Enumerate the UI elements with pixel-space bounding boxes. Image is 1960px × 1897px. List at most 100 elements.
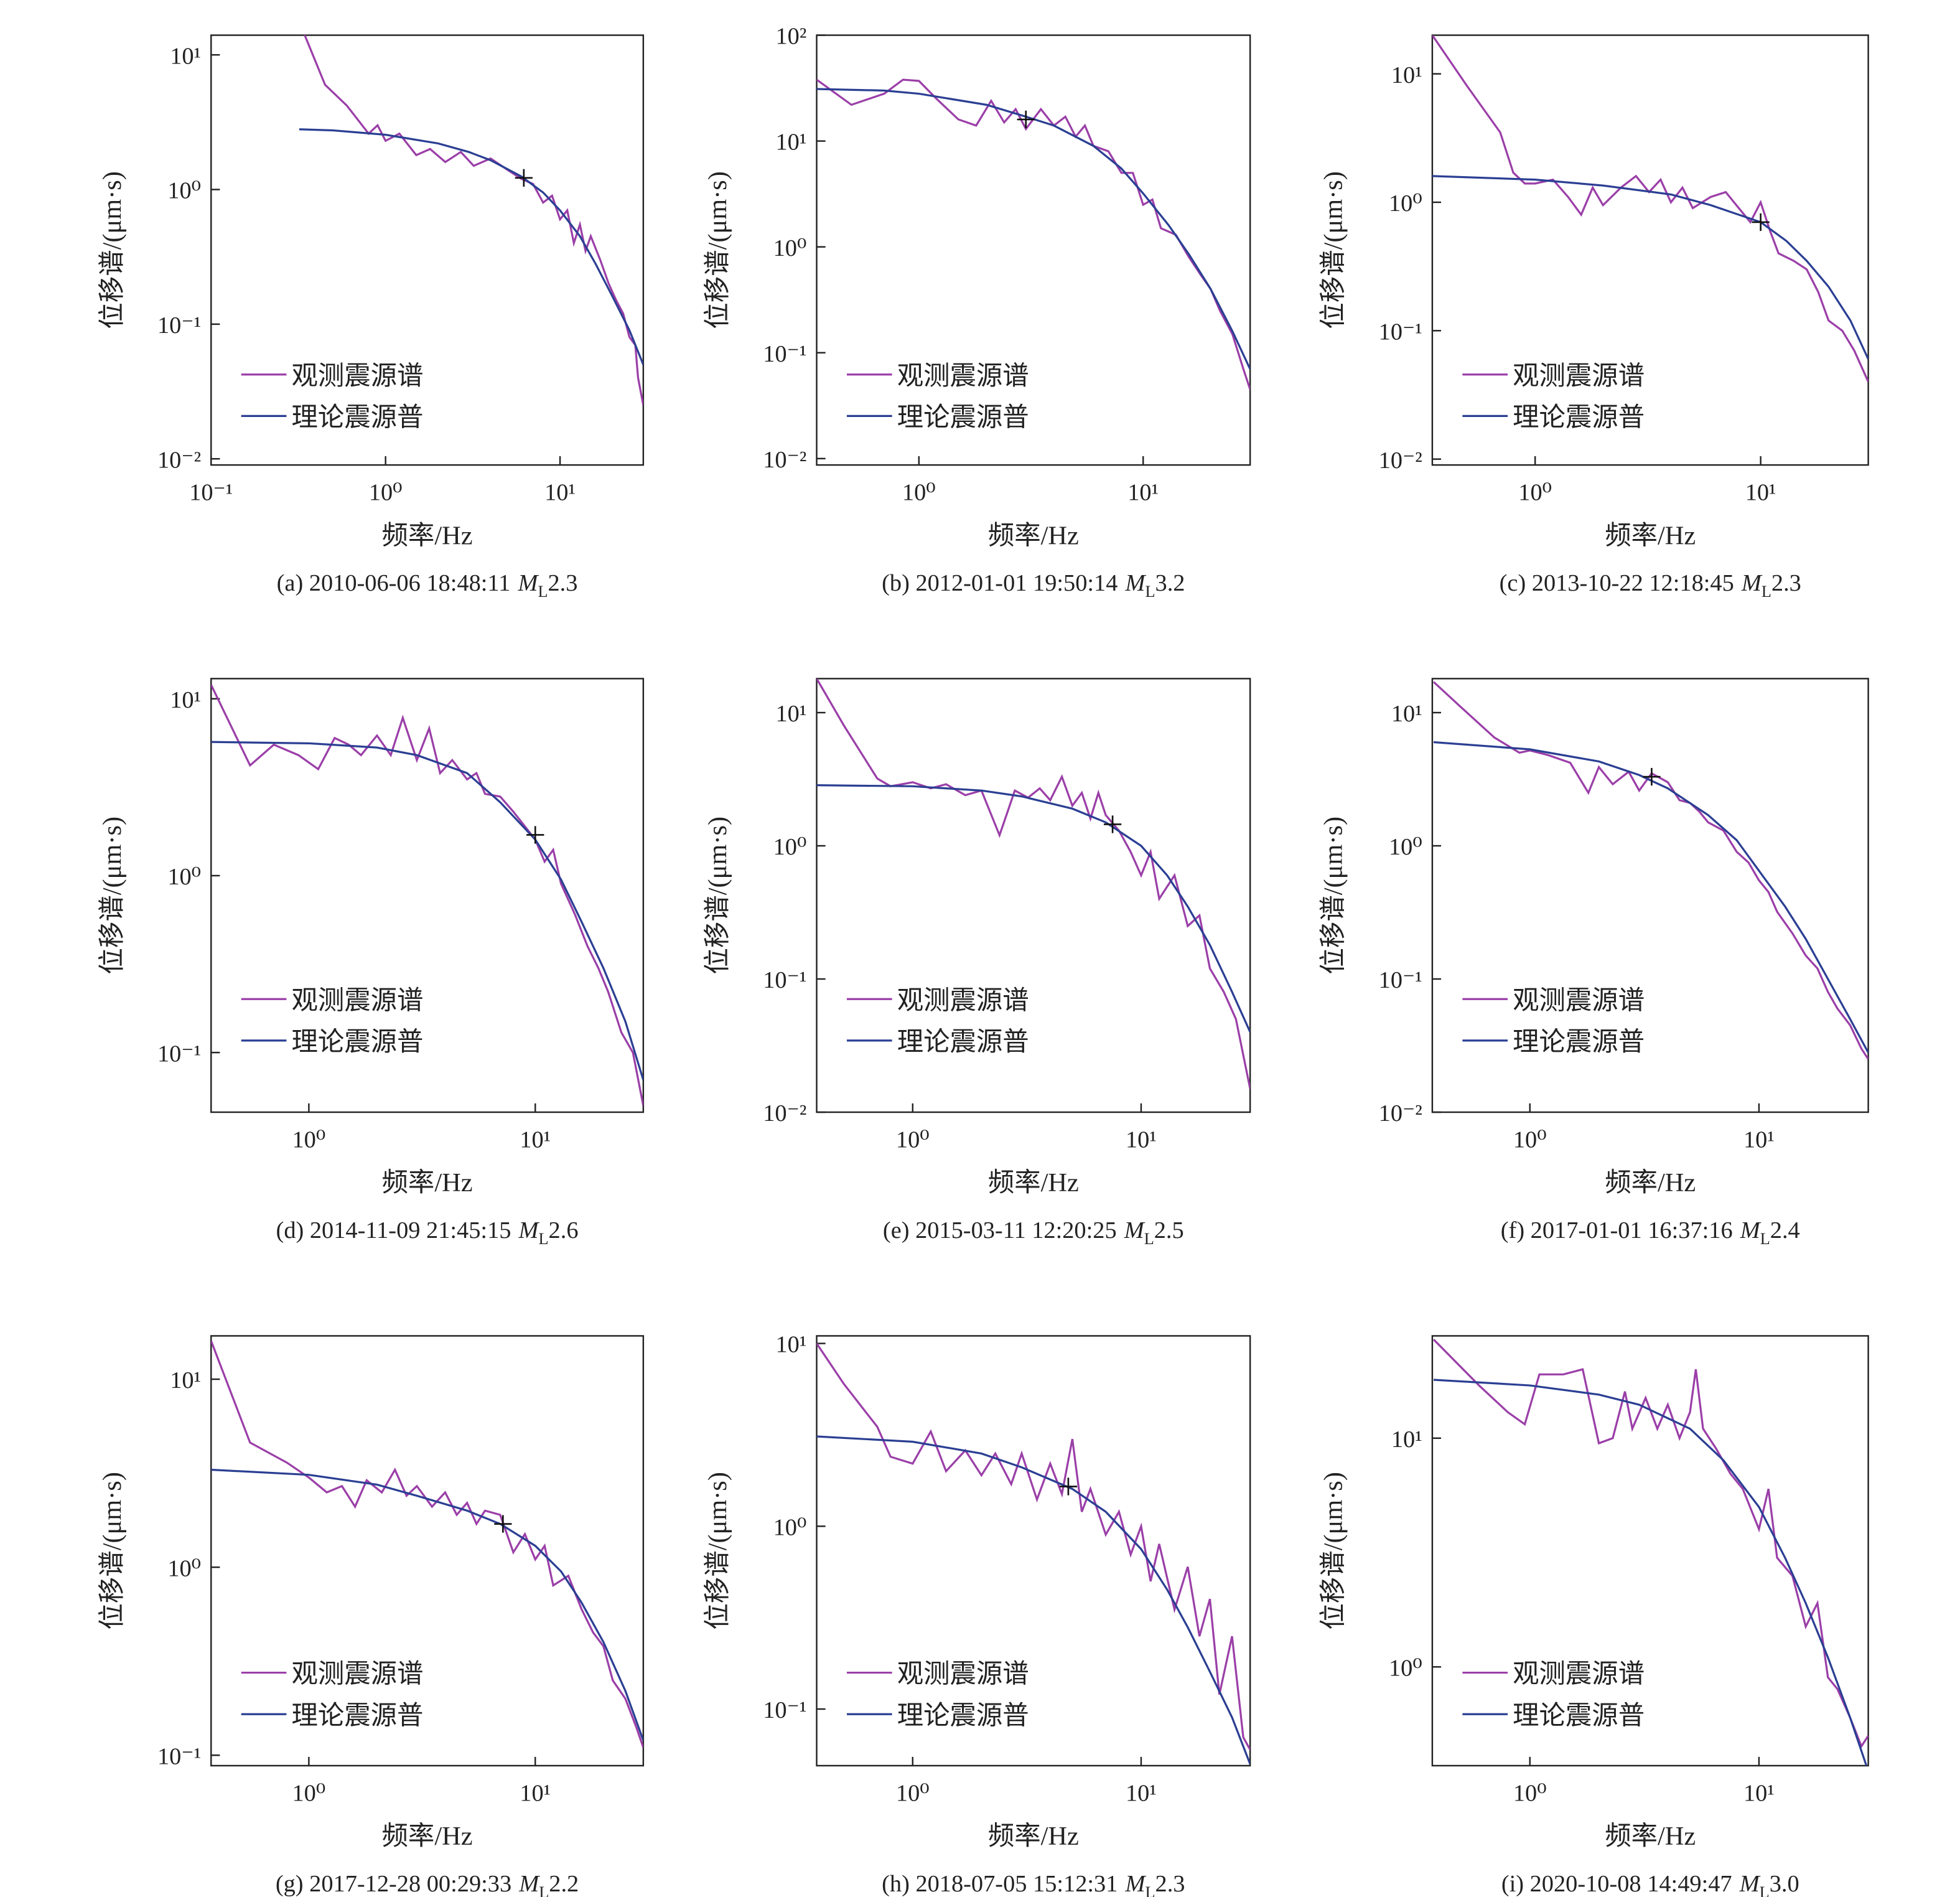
x-tick-label: 10⁰ xyxy=(896,1781,930,1807)
caption-text: (h) 2018-07-05 15:12:31 xyxy=(882,1871,1118,1897)
y-tick-label: 10⁻¹ xyxy=(1379,967,1422,993)
caption-text: (i) 2020-10-08 14:49:47 xyxy=(1501,1871,1732,1897)
legend-label: 观测震源谱 xyxy=(897,1660,1029,1689)
y-tick-label: 10¹ xyxy=(1391,701,1422,727)
magnitude-sub: L xyxy=(1146,1883,1155,1897)
y-tick-label: 10⁻¹ xyxy=(157,312,201,339)
legend-label: 理论震源普 xyxy=(291,1701,423,1730)
plot-area xyxy=(211,1340,643,1748)
spectrum-line xyxy=(816,678,1251,1089)
x-tick-label: 10¹ xyxy=(520,1781,551,1807)
magnitude-sub: L xyxy=(1762,583,1771,601)
x-tick-label: 10¹ xyxy=(1127,480,1159,506)
magnitude-sub: L xyxy=(538,583,548,601)
y-tick-label: 10⁰ xyxy=(773,834,807,860)
corner-marker xyxy=(1017,110,1035,129)
magnitude-value: 2.4 xyxy=(1770,1217,1800,1244)
corner-marker xyxy=(1059,1478,1078,1496)
plot-area xyxy=(816,678,1251,1089)
y-tick-label: 10⁰ xyxy=(1389,834,1422,860)
legend-label: 理论震源普 xyxy=(291,403,423,433)
plot-area xyxy=(816,1342,1251,1764)
spectrum-line xyxy=(1433,741,1869,1054)
magnitude-symbol: M xyxy=(518,1217,540,1244)
magnitude-value: 3.2 xyxy=(1155,570,1185,596)
caption: (d) 2014-11-09 21:45:15 ML2.6 xyxy=(276,1217,579,1248)
x-tick-label: 10¹ xyxy=(1126,1127,1157,1153)
magnitude-value: 3.0 xyxy=(1770,1871,1799,1897)
magnitude-symbol: M xyxy=(1125,570,1147,596)
spectrum-line xyxy=(816,1435,1251,1764)
legend-label: 观测震源谱 xyxy=(897,362,1029,391)
legend-label: 观测震源谱 xyxy=(1513,1660,1645,1689)
legend-label: 理论震源普 xyxy=(1513,1701,1645,1730)
legend-label: 理论震源普 xyxy=(897,403,1029,433)
x-axis-label: 频率/Hz xyxy=(1605,1822,1696,1851)
x-tick-label: 10¹ xyxy=(520,1127,551,1153)
y-tick-label: 10¹ xyxy=(775,1332,806,1358)
legend-label: 理论震源普 xyxy=(291,1028,423,1057)
y-tick-label: 10¹ xyxy=(170,1367,201,1393)
plot-frame xyxy=(816,678,1251,1113)
caption-text: (g) 2017-12-28 00:29:33 xyxy=(276,1871,511,1897)
y-tick-label: 10¹ xyxy=(1391,1426,1422,1453)
corner-marker xyxy=(526,826,544,844)
y-axis-label: 位移谱/(μm·s) xyxy=(703,1472,732,1629)
plot-frame xyxy=(816,34,1251,466)
y-tick-label: 10² xyxy=(775,24,806,50)
corner-marker xyxy=(1752,213,1770,232)
legend-label: 观测震源谱 xyxy=(897,986,1029,1015)
legend-label: 理论震源普 xyxy=(1513,403,1645,433)
spectrum-line xyxy=(211,741,643,1080)
x-tick-label: 10¹ xyxy=(1745,480,1776,506)
x-tick-label: 10⁻¹ xyxy=(189,480,233,506)
spectrum-line xyxy=(816,1342,1251,1750)
caption-text: (d) 2014-11-09 21:45:15 xyxy=(276,1217,511,1244)
y-tick-label: 10⁻² xyxy=(157,447,201,473)
magnitude-sub: L xyxy=(1144,1230,1154,1248)
x-axis-label: 频率/Hz xyxy=(1605,521,1696,550)
x-tick-label: 10⁰ xyxy=(1513,1781,1547,1807)
corner-marker xyxy=(1643,767,1661,786)
y-axis-label: 位移谱/(μm·s) xyxy=(1319,1472,1348,1629)
y-tick-label: 10¹ xyxy=(1391,62,1422,88)
spectrum-line xyxy=(211,1468,643,1741)
caption-text: (a) 2010-06-06 18:48:11 xyxy=(277,570,511,596)
y-tick-label: 10⁰ xyxy=(773,1514,807,1540)
magnitude-symbol: M xyxy=(518,1871,540,1897)
magnitude-sub: L xyxy=(1146,583,1155,601)
magnitude-sub: L xyxy=(1760,1230,1770,1248)
magnitude-sub: L xyxy=(539,1883,549,1897)
magnitude-symbol: M xyxy=(517,570,539,596)
y-tick-label: 10¹ xyxy=(775,129,806,156)
plot-frame xyxy=(1431,1335,1869,1767)
y-tick-label: 10⁻² xyxy=(1379,1100,1422,1126)
magnitude-symbol: M xyxy=(1124,1217,1146,1244)
magnitude-value: 2.3 xyxy=(1155,1871,1185,1897)
corner-marker xyxy=(1103,815,1122,833)
caption: (f) 2017-01-01 16:37:16 ML2.4 xyxy=(1501,1217,1800,1248)
x-axis-label: 频率/Hz xyxy=(988,1168,1079,1197)
legend-label: 理论震源普 xyxy=(1513,1028,1645,1057)
magnitude-value: 2.6 xyxy=(549,1217,579,1244)
spectrum-line xyxy=(211,1340,643,1748)
y-tick-label: 10⁻¹ xyxy=(763,967,806,993)
y-tick-label: 10⁻² xyxy=(763,1100,806,1126)
plot-area xyxy=(299,35,643,406)
y-axis-label: 位移谱/(μm·s) xyxy=(98,171,127,329)
plot-area xyxy=(1432,681,1869,1060)
plot-area xyxy=(1432,35,1869,383)
caption: (c) 2013-10-22 12:18:45 ML2.3 xyxy=(1500,570,1801,601)
x-tick-label: 10⁰ xyxy=(896,1127,930,1153)
y-tick-label: 10⁰ xyxy=(167,1555,201,1581)
y-tick-label: 10⁻² xyxy=(763,447,806,473)
caption: (g) 2017-12-28 00:29:33 ML2.2 xyxy=(276,1871,579,1897)
caption-text: (c) 2013-10-22 12:18:45 xyxy=(1500,570,1734,596)
caption-text: (b) 2012-01-01 19:50:14 xyxy=(882,570,1118,596)
caption: (b) 2012-01-01 19:50:14 ML3.2 xyxy=(882,570,1185,601)
spectrum-line xyxy=(299,128,643,365)
x-tick-label: 10⁰ xyxy=(292,1781,325,1807)
